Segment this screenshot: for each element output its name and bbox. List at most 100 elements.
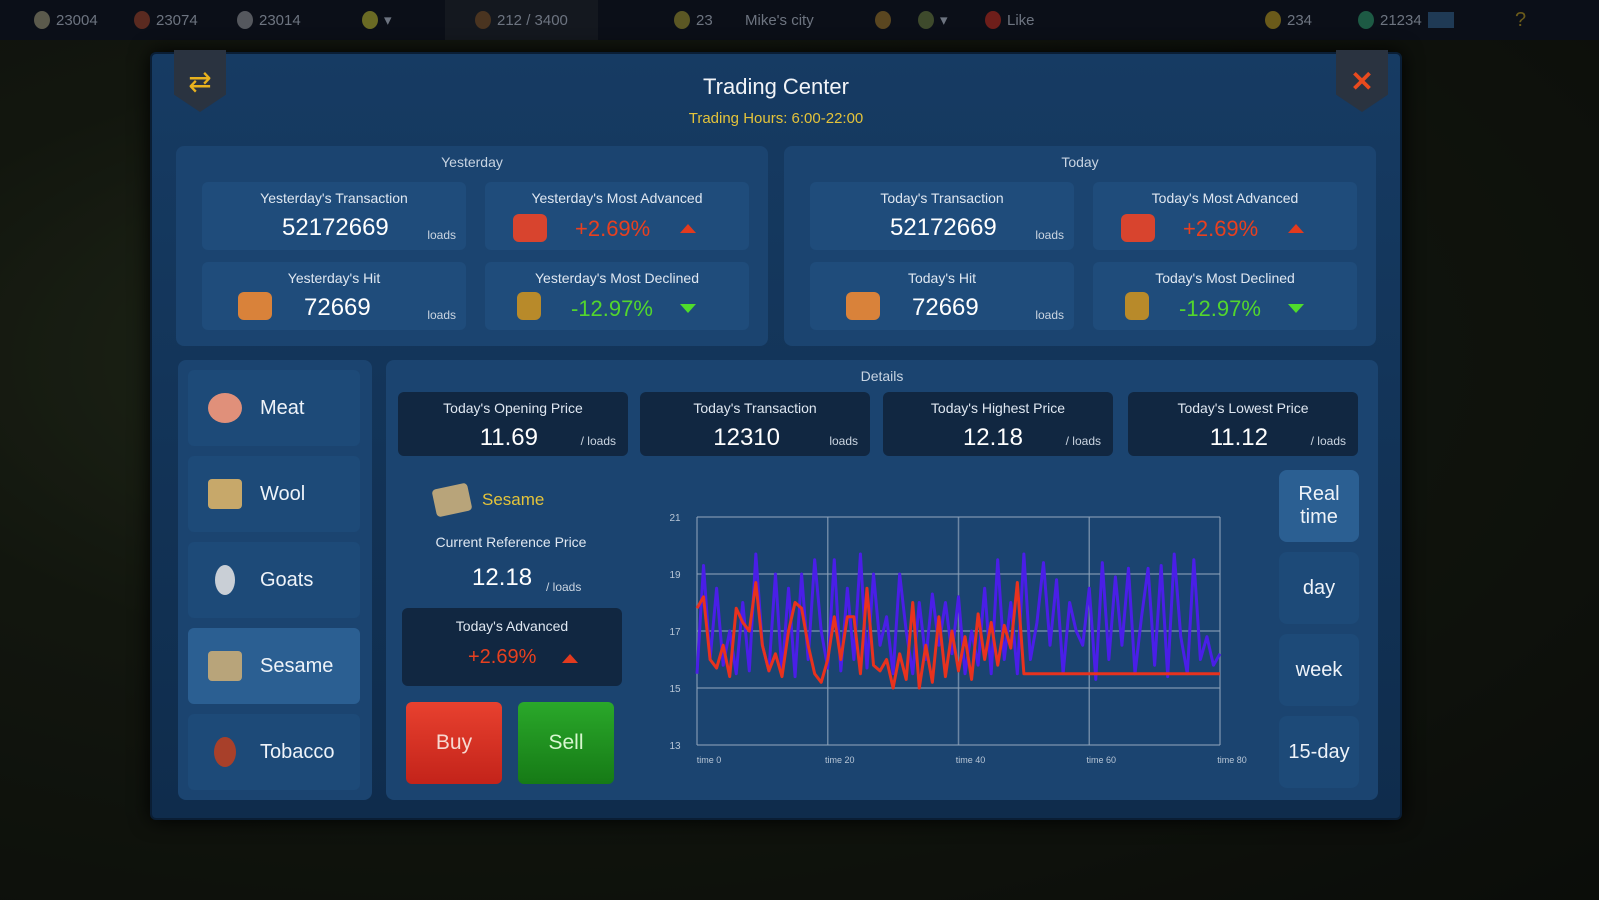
brick-icon — [1121, 214, 1155, 242]
reference-price-label: Current Reference Price — [435, 534, 587, 550]
gold-icon — [1265, 11, 1281, 29]
lumber-icon — [846, 292, 880, 320]
yesterday-most-declined-card: Yesterday's Most Declined -12.97% — [485, 262, 749, 330]
gold-counter: 234 — [1265, 11, 1312, 29]
sesame-icon — [431, 482, 473, 518]
heart-icon — [985, 11, 1001, 29]
highest-price-card: Today's Highest Price 12.18 / loads — [883, 392, 1113, 456]
x-tick-label: time 20 — [825, 755, 855, 765]
goods-item-sesame[interactable]: Sesame — [188, 628, 360, 704]
card-value: +2.69% — [1183, 216, 1259, 241]
y-tick-label: 19 — [669, 570, 681, 581]
card-label: Yesterday's Transaction — [260, 190, 408, 206]
card-value: 12.18 — [962, 424, 1023, 451]
card-label: Yesterday's Most Declined — [534, 270, 699, 286]
yesterday-title: Yesterday — [441, 154, 503, 170]
card-unit: loads — [1035, 308, 1064, 322]
iron-icon — [237, 11, 253, 29]
close-icon: ✕ — [1350, 65, 1374, 97]
timeframe-realtime-button[interactable]: Real time — [1279, 470, 1359, 542]
x-tick-label: time 80 — [1217, 755, 1247, 765]
y-tick-label: 13 — [669, 741, 681, 752]
gem-icon — [1358, 11, 1374, 29]
sell-button[interactable]: Sell — [518, 702, 614, 784]
goods-item-tobacco[interactable]: Tobacco — [188, 714, 360, 790]
y-tick-label: 21 — [669, 513, 681, 524]
goods-item-wool[interactable]: Wool — [188, 456, 360, 532]
population[interactable]: ▾ — [362, 11, 392, 29]
timeframe-day-button[interactable]: day — [1279, 552, 1359, 624]
add-gems-button[interactable] — [1427, 12, 1454, 28]
card-value: +2.69% — [575, 216, 651, 241]
up-arrow-icon — [680, 224, 696, 233]
card-unit: / loads — [580, 434, 616, 448]
card-label: Yesterday's Hit — [287, 270, 381, 286]
down-arrow-icon — [1288, 304, 1304, 313]
resource-1: 23004 — [34, 11, 98, 29]
yesterday-panel: Yesterday Yesterday's Transaction 521726… — [176, 146, 768, 346]
reference-price-unit: / loads — [546, 580, 582, 594]
population-icon — [362, 11, 378, 29]
city-name[interactable]: Mike's city — [745, 11, 814, 29]
card-value: 72669 — [304, 294, 371, 321]
card-label: Today's Transaction — [693, 400, 817, 416]
card-value: -12.97% — [1179, 296, 1261, 321]
card-unit: loads — [427, 308, 456, 322]
milk-bottle-icon — [215, 565, 235, 595]
card-label: Today's Transaction — [880, 190, 1004, 206]
yesterday-most-advanced-card: Yesterday's Most Advanced +2.69% — [485, 182, 749, 250]
brick-icon — [513, 214, 547, 242]
up-arrow-icon — [1288, 224, 1304, 233]
down-arrow-icon — [680, 304, 696, 313]
price-chart: 21 19 17 15 13 time 0 time 20 time 40 time 60 tim… — [669, 513, 1247, 765]
goods-item-meat[interactable]: Meat — [188, 370, 360, 446]
resource-1-value: 23004 — [56, 11, 98, 29]
bag-button[interactable] — [875, 11, 891, 29]
lumber-icon — [238, 292, 272, 320]
card-label: Today's Hit — [907, 270, 977, 286]
army-icon — [475, 11, 491, 29]
advanced-label: Today's Advanced — [455, 618, 569, 634]
goods-list: Meat Wool Goats Sesame Tobacco — [178, 360, 372, 800]
trading-center-dialog: ⇄ ✕ Trading Center Trading Hours: 6:00-2… — [150, 50, 1402, 820]
buy-button[interactable]: Buy — [406, 702, 502, 784]
jar-icon — [1125, 292, 1149, 320]
trading-hours: Trading Hours: 6:00-22:00 — [688, 110, 864, 127]
card-value: 11.69 — [479, 424, 538, 451]
goods-item-goats[interactable]: Goats — [188, 542, 360, 618]
tobacco-icon — [214, 737, 236, 767]
card-unit: loads — [829, 434, 858, 448]
today-panel: Today Today's Transaction 52172669 loads… — [784, 146, 1376, 346]
card-label: Today's Lowest Price — [1177, 400, 1309, 416]
help-icon[interactable]: ? — [1515, 8, 1527, 31]
sesame-icon — [208, 651, 242, 681]
yesterday-transaction-card: Yesterday's Transaction 52172669 loads — [202, 182, 466, 250]
lowest-price-card: Today's Lowest Price 11.12 / loads — [1128, 392, 1358, 456]
army-capacity: 212 / 3400 — [445, 0, 598, 40]
goods-label: Sesame — [260, 654, 334, 677]
details-panel: Details Today's Opening Price 11.69 / lo… — [386, 360, 1378, 800]
yesterday-hit-card: Yesterday's Hit 72669 loads — [202, 262, 466, 330]
resource-3-value: 23014 — [259, 11, 301, 29]
stone-icon — [34, 11, 50, 29]
dropdown-icon: ▾ — [940, 12, 948, 29]
settings-button[interactable]: ▾ — [918, 11, 948, 29]
card-unit: loads — [427, 228, 456, 242]
timeframe-week-button[interactable]: week — [1279, 634, 1359, 706]
reference-price-value: 12.18 — [472, 564, 533, 591]
dropdown-icon: ▾ — [384, 12, 392, 29]
card-value: 11.12 — [1209, 424, 1268, 451]
card-unit: loads — [1035, 228, 1064, 242]
today-advanced-box: Today's Advanced +2.69% — [402, 608, 622, 686]
goods-label: Goats — [260, 568, 314, 591]
like-button[interactable]: Like — [985, 11, 1035, 29]
card-value: 52172669 — [282, 214, 389, 241]
advanced-value: +2.69% — [468, 646, 537, 668]
today-title: Today — [1061, 154, 1099, 170]
resource-2: 23074 — [134, 11, 198, 29]
today-hit-card: Today's Hit 72669 loads — [810, 262, 1074, 330]
today-transaction-detail-card: Today's Transaction 12310 loads — [640, 392, 870, 456]
today-most-advanced-card: Today's Most Advanced +2.69% — [1093, 182, 1357, 250]
today-most-declined-card: Today's Most Declined -12.97% — [1093, 262, 1357, 330]
timeframe-15day-button[interactable]: 15-day — [1279, 716, 1359, 788]
